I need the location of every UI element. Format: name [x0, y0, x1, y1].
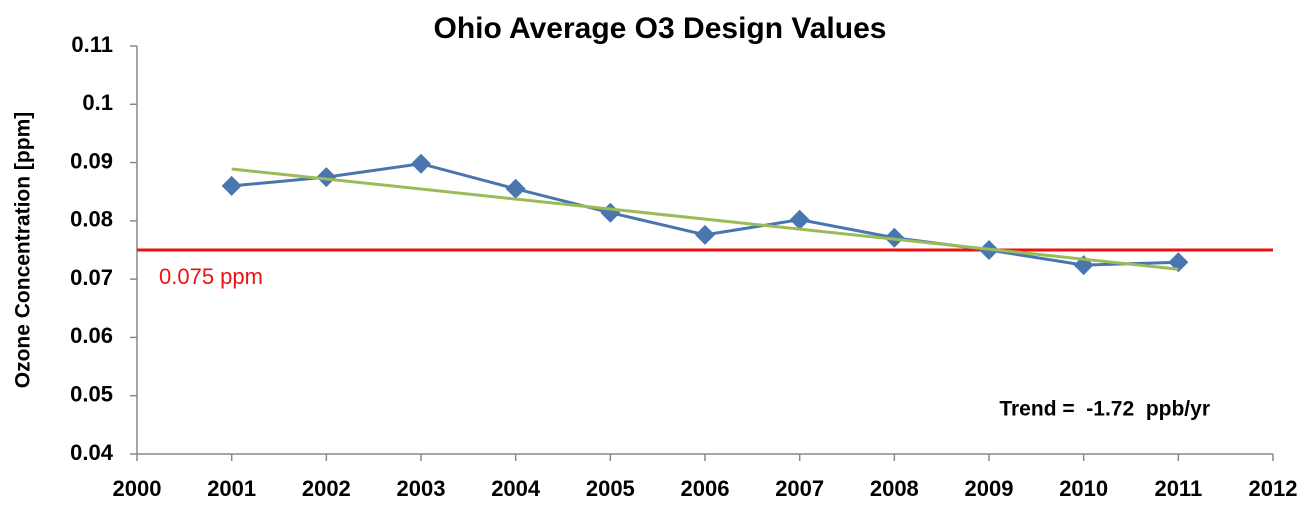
data-point — [505, 178, 526, 199]
x-tick-label: 2000 — [113, 476, 162, 501]
data-point — [411, 153, 431, 174]
y-tick-label: 0.11 — [71, 32, 113, 57]
y-tick-label: 0.04 — [70, 440, 114, 465]
x-tick-label: 2012 — [1249, 476, 1298, 501]
series-line — [231, 167, 1179, 271]
x-tick-label: 2004 — [491, 476, 541, 501]
x-tick-label: 2008 — [870, 476, 919, 501]
x-tick-label: 2005 — [586, 476, 635, 501]
data-point — [695, 224, 715, 245]
x-tick-label: 2010 — [1059, 476, 1108, 501]
y-tick-label: 0.06 — [70, 323, 113, 348]
data-point — [316, 167, 337, 188]
data-point — [600, 202, 621, 223]
y-axis-title: Ozone Concentration [ppm] — [12, 112, 35, 389]
x-tick-label: 2003 — [397, 476, 446, 501]
x-tick-label: 2006 — [681, 476, 730, 501]
y-tick-label: 0.07 — [70, 265, 113, 290]
y-tick-label: 0.09 — [70, 148, 113, 173]
x-tick-label: 2011 — [1154, 476, 1202, 501]
trend-annotation: Trend = -1.72 ppb/yr — [999, 398, 1210, 421]
data-point — [789, 209, 810, 230]
x-tick-label: 2001 — [207, 476, 256, 501]
chart-title: Ohio Average O3 Design Values — [434, 12, 887, 45]
y-tick-label: 0.1 — [82, 90, 113, 115]
y-tick-label: 0.08 — [70, 207, 113, 232]
reference-label: 0.075 ppm — [159, 264, 263, 289]
x-tick-label: 2007 — [775, 476, 824, 501]
x-tick-label: 2002 — [302, 476, 351, 501]
y-tick-label: 0.05 — [70, 382, 113, 407]
x-tick-label: 2009 — [965, 476, 1014, 501]
data-point — [221, 175, 242, 196]
